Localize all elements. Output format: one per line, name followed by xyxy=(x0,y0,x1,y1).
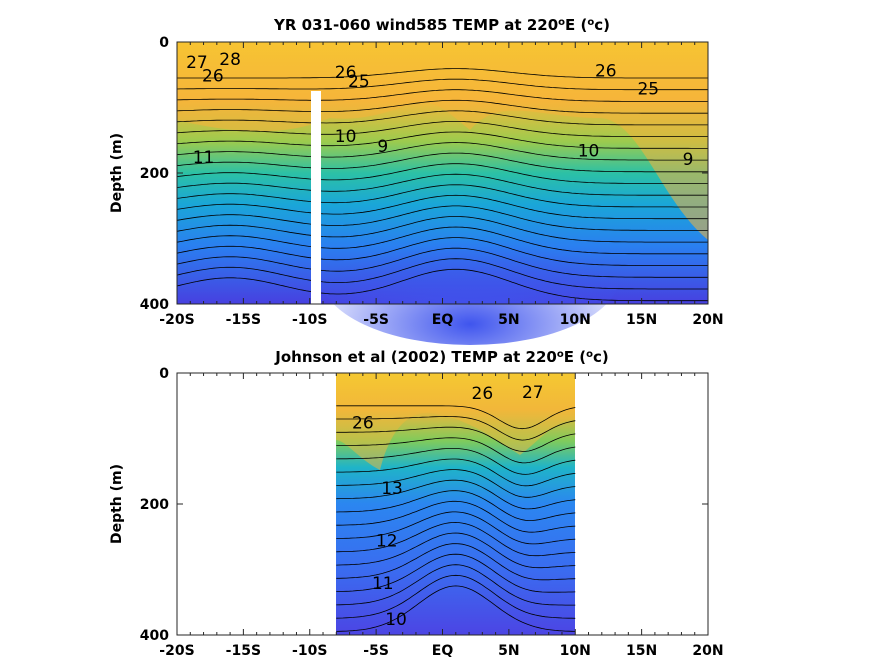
x-tick-label-top: 10N xyxy=(560,312,591,328)
contour-line-16 xyxy=(336,521,576,557)
contour-label: 26 xyxy=(595,62,617,82)
contour-line-23 xyxy=(336,447,576,475)
warm-layer-bottom xyxy=(336,373,575,470)
contour-line-13 xyxy=(176,226,708,255)
contour-label: 28 xyxy=(219,50,241,70)
contour-line-19 xyxy=(336,490,576,521)
contour-line-22 xyxy=(176,131,708,149)
contour-line-11 xyxy=(176,247,708,278)
y-tick-label-bottom: 200 xyxy=(140,497,169,513)
contour-line-12 xyxy=(336,564,576,606)
y-tick-label-top: 400 xyxy=(140,297,169,313)
contour-line-11 xyxy=(336,574,576,619)
x-tick-label-top: -20S xyxy=(159,312,194,328)
contour-line-18 xyxy=(336,500,576,533)
contour-line-27 xyxy=(176,78,708,91)
contour-lines-bottom xyxy=(336,405,576,632)
contour-labels-bottom: 26 27 26 13 12 11 10 xyxy=(352,383,544,630)
contour-label: 26 xyxy=(335,63,357,83)
contour-line-14 xyxy=(336,543,576,581)
contour-line-21 xyxy=(176,142,708,161)
contour-line-18 xyxy=(176,173,708,196)
contour-line-24 xyxy=(336,437,576,464)
contour-line-25 xyxy=(336,426,576,452)
contour-label: 25 xyxy=(637,79,659,99)
contour-line-17 xyxy=(176,184,708,208)
contour-label: 25 xyxy=(348,72,370,92)
ticks-bottom: -20S -15S -10S -5S EQ 5N 10N 15N 20N 0 200 400 xyxy=(140,366,724,659)
contour-line-10 xyxy=(176,258,708,290)
x-tick-label-bottom: -5S xyxy=(363,643,389,659)
x-tick-label-bottom: 20N xyxy=(692,643,723,659)
x-tick-label-top: 15N xyxy=(626,312,657,328)
ticks-top: -20S -15S -10S -5S EQ 5N 10N 15N 20N 0 200 400 xyxy=(140,35,724,328)
y-tick-label-bottom: 400 xyxy=(140,628,169,644)
contour-line-25 xyxy=(176,99,708,114)
x-tick-label-bottom: EQ xyxy=(432,643,454,659)
y-axis-label-bottom: Depth (m) xyxy=(109,464,125,544)
y-axis-label-top: Depth (m) xyxy=(109,133,125,213)
y-tick-label-top: 200 xyxy=(140,166,169,182)
panel-bottom: 26 27 26 13 12 11 10 -20S -15S -10S -5S EQ 5N 10N 15N… xyxy=(109,348,724,659)
contour-line-28 xyxy=(177,68,708,79)
x-tick-label-bottom: 15N xyxy=(626,643,657,659)
contour-label: 11 xyxy=(193,148,215,168)
contour-label: 11 xyxy=(372,574,394,594)
contour-line-15 xyxy=(176,205,708,231)
contour-line-19 xyxy=(176,163,708,184)
x-tick-label-bottom: -10S xyxy=(292,643,327,659)
warm-pool-top xyxy=(177,42,708,240)
contour-line-20 xyxy=(176,152,708,173)
contour-line-21 xyxy=(336,469,576,498)
contour-line-22 xyxy=(336,458,576,487)
contour-line-23 xyxy=(176,121,708,138)
x-tick-label-bottom: -20S xyxy=(159,643,194,659)
x-tick-label-top: EQ xyxy=(432,312,454,328)
contour-label: 10 xyxy=(385,610,407,630)
y-tick-label-bottom: 0 xyxy=(159,366,169,382)
x-tick-label-top: -5S xyxy=(363,312,389,328)
contour-label: 26 xyxy=(352,414,374,434)
contour-line-26 xyxy=(176,89,708,102)
x-tick-label-top: 5N xyxy=(498,312,519,328)
contour-line-14 xyxy=(176,216,708,243)
contour-label: 10 xyxy=(578,142,600,162)
contour-line-24 xyxy=(176,110,708,126)
contour-lines-top xyxy=(176,68,708,302)
x-tick-label-top: -10S xyxy=(292,312,327,328)
contour-label: 26 xyxy=(202,66,224,86)
contour-label: 9 xyxy=(683,150,694,170)
contour-line-15 xyxy=(336,532,576,569)
contour-label: 9 xyxy=(377,137,388,157)
contour-label: 12 xyxy=(376,532,398,552)
contour-label: 13 xyxy=(381,479,403,499)
x-tick-label-bottom: 5N xyxy=(498,643,519,659)
contour-label: 26 xyxy=(472,384,494,404)
x-tick-label-bottom: 10N xyxy=(560,643,591,659)
chart-title-top: YR 031-060 wind585 TEMP at 220oE (oc) xyxy=(273,16,610,34)
x-tick-label-top: 20N xyxy=(692,312,723,328)
contour-line-9 xyxy=(176,268,708,302)
contour-label: 10 xyxy=(335,127,357,147)
chart-title-bottom: Johnson et al (2002) TEMP at 220oE (oc) xyxy=(274,348,608,366)
x-tick-label-bottom: -15S xyxy=(226,643,261,659)
contour-line-26 xyxy=(336,416,576,441)
x-tick-label-top: -15S xyxy=(226,312,261,328)
thermostad-top xyxy=(320,205,620,345)
contour-line-16 xyxy=(176,194,708,220)
y-tick-label-top: 0 xyxy=(159,35,169,51)
contour-line-12 xyxy=(176,237,708,267)
contour-label: 27 xyxy=(522,383,544,403)
contour-line-10 xyxy=(336,585,576,632)
contour-line-17 xyxy=(336,511,576,545)
contour-line-27 xyxy=(336,405,576,430)
contour-line-20 xyxy=(336,479,576,510)
contour-line-13 xyxy=(336,553,576,593)
contour-label: 27 xyxy=(186,53,208,73)
missing-data-gap xyxy=(311,91,321,304)
